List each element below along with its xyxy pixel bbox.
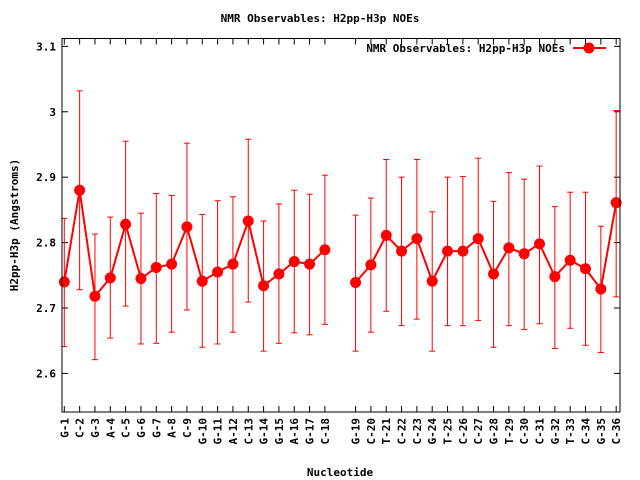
x-tick-label: G-7 (150, 418, 163, 438)
series-line (354, 202, 618, 292)
x-tick-label: C-36 (610, 418, 623, 445)
data-point (488, 268, 500, 280)
data-point (150, 261, 162, 273)
x-tick-label: C-26 (457, 418, 470, 445)
y-tick-label: 2.9 (36, 171, 56, 184)
x-tick-label: C-9 (181, 418, 194, 438)
data-point (166, 258, 178, 270)
x-tick-label: C-23 (411, 418, 424, 445)
y-axis-label: H2pp-H3p (Angstroms) (8, 159, 21, 291)
x-tick-label: C-30 (518, 418, 531, 445)
series-lines (63, 190, 618, 299)
data-point (304, 258, 316, 270)
data-point (258, 280, 270, 292)
data-point (319, 244, 331, 256)
x-tick-label: C-34 (580, 418, 593, 445)
data-point (227, 258, 239, 270)
x-tick-label: G-15 (273, 418, 286, 445)
legend-label: NMR Observables: H2pp-H3p NOEs (366, 42, 565, 55)
data-point (534, 238, 546, 250)
error-bars (61, 90, 620, 361)
data-point (365, 259, 377, 271)
data-point (212, 266, 224, 278)
y-tick-label: 3 (49, 106, 56, 119)
data-point (135, 273, 147, 285)
x-tick-label: C-27 (472, 418, 485, 445)
x-tick-label: T-29 (503, 418, 516, 445)
x-tick-label: C-20 (365, 418, 378, 445)
x-tick-label: C-22 (396, 418, 409, 445)
data-point (288, 256, 300, 268)
data-point (89, 290, 101, 302)
x-tick-label: C-5 (120, 418, 133, 438)
chart-title: NMR Observables: H2pp-H3p NOEs (221, 12, 420, 25)
data-point (610, 197, 622, 209)
data-point (74, 184, 86, 196)
data-point (380, 229, 392, 241)
data-point (242, 215, 254, 227)
x-tick-label: A-4 (104, 418, 117, 438)
x-axis-label: Nucleotide (307, 466, 374, 479)
y-tick-label: 2.6 (36, 367, 56, 380)
data-point (580, 263, 592, 275)
x-tick-label: G-24 (426, 418, 439, 445)
data-point (564, 254, 576, 266)
x-tick-label: A-12 (227, 418, 240, 445)
plot-frame (61, 38, 621, 413)
axis-ticks: 2.6 2.7 2.8 2.9 3 3.1 G-1 C-2 G-3 A-4 C-5 G-6 G-7 A-8… (36, 38, 623, 445)
y-tick-label: 2.8 (36, 237, 56, 250)
x-tick-label: G-14 (258, 418, 271, 445)
data-point (273, 268, 285, 280)
x-tick-label: C-2 (74, 418, 87, 438)
data-point (58, 276, 70, 288)
data-point (518, 248, 530, 260)
x-tick-label: G-32 (549, 418, 562, 445)
series-points (58, 184, 622, 302)
x-tick-label: A-8 (166, 418, 179, 438)
data-point (595, 283, 607, 295)
x-tick-label: C-13 (242, 418, 255, 445)
x-tick-label: T-21 (380, 418, 393, 445)
data-point (426, 275, 438, 287)
data-point (104, 272, 116, 284)
data-point (503, 242, 515, 254)
data-point (549, 271, 561, 283)
x-tick-label: G-6 (135, 418, 148, 438)
x-tick-label: G-3 (89, 418, 102, 438)
legend: NMR Observables: H2pp-H3p NOEs (366, 42, 606, 55)
data-point (196, 275, 208, 287)
x-tick-label: G-17 (304, 418, 317, 445)
x-tick-label: C-18 (319, 418, 332, 445)
x-tick-label: G-11 (212, 418, 225, 445)
x-tick-label: T-25 (442, 418, 455, 445)
y-tick-label: 3.1 (36, 40, 56, 53)
x-tick-label: G-19 (350, 418, 363, 445)
data-point (472, 233, 484, 245)
data-point (181, 221, 193, 233)
data-point (120, 218, 132, 230)
x-tick-label: G-10 (196, 418, 209, 445)
y-tick-label: 2.7 (36, 302, 56, 315)
data-point (442, 245, 454, 257)
data-point (350, 276, 362, 288)
x-tick-label: T-33 (564, 418, 577, 445)
data-point (396, 245, 408, 257)
x-tick-label: G-35 (595, 418, 608, 445)
data-point (457, 245, 469, 257)
x-tick-label: C-31 (534, 418, 547, 445)
x-tick-label: A-16 (288, 418, 301, 445)
x-tick-label: G-28 (488, 418, 501, 445)
series-line (63, 190, 326, 299)
x-tick-label: G-1 (58, 418, 71, 438)
data-point (411, 233, 423, 245)
legend-marker (583, 42, 595, 54)
